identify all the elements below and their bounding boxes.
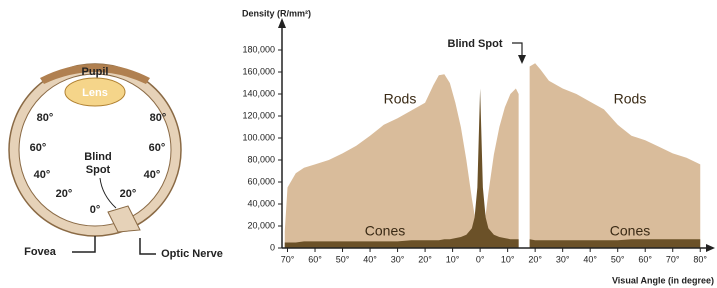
x-tick-label: 60° [638,254,652,264]
y-tick-label: 40,000 [247,198,275,208]
blind-spot-label: Spot [86,164,111,176]
angle-label: 60° [149,142,166,154]
angle-label: 40° [34,169,51,181]
y-tick-label: 0 [270,242,275,252]
optic-nerve-label: Optic Nerve [161,248,223,260]
y-tick-label: 20,000 [247,220,275,230]
annotation: Rods [614,91,647,107]
angle-label: 80° [37,112,54,124]
x-tick-label: 10° [501,254,515,264]
blind-spot-label: Blind [84,151,112,163]
annotation: Cones [610,223,650,239]
y-tick-label: 160,000 [242,66,275,76]
x-tick-label: 50° [336,254,350,264]
eye-diagram: Pupil Lens 80° 60° 40° 20° 0° 20° 40° 60… [9,64,223,260]
lens-label: Lens [82,87,108,99]
y-axis-title: Density (R/mm²) [242,8,311,18]
page: {"eye_diagram": {"pupil": "Pupil", "lens… [0,0,717,288]
pointer [140,238,156,254]
blind-spot-arrow [518,55,526,64]
x-tick-label: 20° [528,254,542,264]
chart: 0 20,000 40,000 60,000 80,000 100.000 120,000 1… [242,8,715,285]
figure: Pupil Lens 80° 60° 40° 20° 0° 20° 40° 60… [0,0,717,288]
angle-label: 0° [90,204,101,216]
angle-label: 60° [30,142,47,154]
fovea-label: Fovea [24,246,57,258]
y-tick-label: 80,000 [247,154,275,164]
x-tick-label: 10° [446,254,460,264]
x-axis-arrow [706,244,715,252]
x-tick-label: 40° [583,254,597,264]
x-tick-label: 70° [281,254,295,264]
angle-label: 20° [120,188,137,200]
area [530,239,701,248]
x-tick-label: 30° [391,254,405,264]
y-tick-label: 60,000 [247,176,275,186]
y-tick-label: 140,000 [242,88,275,98]
x-tick-label: 30° [556,254,570,264]
x-tick-label: 50° [611,254,625,264]
pointer [72,236,95,252]
y-tick-label: 180,000 [242,44,275,54]
blind-spot-pointer [512,43,522,56]
x-tick-label: 70° [666,254,680,264]
x-tick-label: 0° [476,254,485,264]
x-tick-label: 40° [363,254,377,264]
y-axis-arrow [278,18,286,28]
annotation: Cones [365,223,405,239]
angle-label: 80° [150,112,167,124]
x-tick-label: 80° [693,254,707,264]
y-tick-label: 120,000 [242,110,275,120]
x-tick-label: 60° [308,254,322,264]
y-tick-label: 100.000 [242,132,275,142]
angle-label: 20° [56,188,73,200]
angle-label: 40° [144,169,161,181]
pupil-label: Pupil [82,66,109,78]
x-tick-label: 20° [418,254,432,264]
annotation: Blind Spot [448,38,503,50]
x-axis-title: Visual Angle (in degree) [612,275,714,285]
annotation: Rods [384,91,417,107]
